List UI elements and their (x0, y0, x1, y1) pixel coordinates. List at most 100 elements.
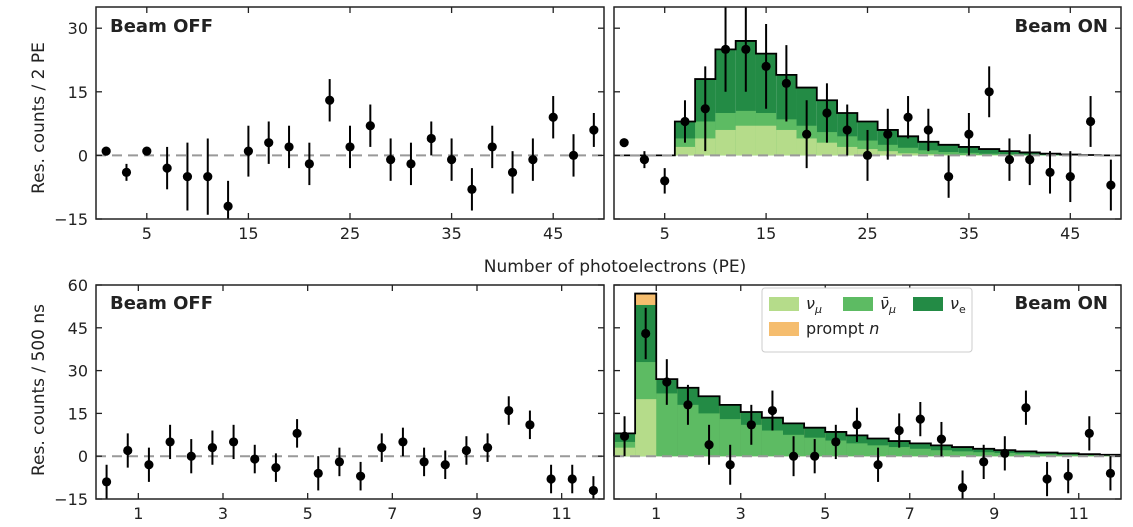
stack-bar-numubar (918, 150, 939, 156)
panel-pe-beam-on: 5 15 25 35 45 (613, 6, 1122, 243)
data-point (619, 431, 630, 441)
y-tick-label: 30 (68, 362, 88, 381)
data-point (313, 468, 323, 478)
data-point (203, 172, 213, 182)
stack-bar-numubar (846, 443, 868, 457)
data-point (123, 445, 133, 456)
data-point (873, 460, 883, 470)
stack-bar-numubar (897, 147, 919, 156)
x-tick-label: 9 (989, 504, 999, 523)
data-point (741, 44, 751, 55)
data-point (284, 142, 294, 152)
x-tick-label: 11 (1069, 504, 1089, 523)
y-tick-label: 60 (68, 276, 88, 295)
data-point (1004, 155, 1015, 165)
stack-bar-numu (816, 142, 838, 156)
data-point (487, 142, 497, 152)
data-point (142, 146, 152, 156)
axes-frame (95, 284, 605, 500)
stack-bar-numubar (1078, 455, 1100, 457)
data-point (440, 460, 450, 470)
data-point (250, 454, 260, 464)
data-point (386, 155, 396, 165)
x-tick-label: 9 (472, 504, 482, 523)
data-point (1000, 448, 1010, 458)
data-point (984, 87, 994, 97)
data-point (680, 116, 690, 127)
y-tick-label: 0 (78, 146, 88, 165)
stack-bar-numu (776, 129, 797, 156)
data-point (528, 155, 538, 165)
data-point (406, 159, 416, 169)
data-point (1045, 167, 1055, 177)
data-point (568, 150, 579, 160)
stack-bar-numubar (656, 393, 678, 457)
data-point (641, 328, 651, 339)
x-axis-label-top: Number of photoelectrons (PE) (484, 257, 746, 277)
x-tick-label: 15 (756, 224, 776, 243)
data-point (546, 474, 556, 484)
data-point (377, 443, 387, 453)
data-point (1065, 172, 1075, 182)
data-point (182, 172, 193, 182)
data-point (325, 95, 335, 105)
data-point (426, 133, 436, 144)
data-point (355, 471, 366, 481)
stack-bar-numu (897, 153, 919, 156)
data-point (1085, 116, 1096, 127)
data-point (101, 477, 112, 487)
x-tick-label: 7 (905, 504, 915, 523)
stack-bar-numubar (719, 419, 741, 457)
legend-swatch-numubar (843, 297, 873, 311)
legend-swatch-prompt (769, 322, 799, 336)
x-tick-label: 5 (660, 224, 670, 243)
data-point (525, 420, 535, 430)
data-point (957, 482, 968, 493)
legend-label-numu: νμ (806, 294, 822, 316)
data-point (271, 463, 281, 473)
y-tick-label: −15 (54, 210, 88, 229)
data-point (923, 125, 933, 135)
data-point (725, 460, 735, 470)
data-point (144, 460, 154, 470)
data-point (467, 184, 477, 194)
legend-label-prompt: prompt n (806, 319, 879, 338)
data-point (447, 155, 457, 165)
data-point (781, 78, 791, 88)
x-tick-label: 11 (551, 504, 571, 523)
data-point (1025, 155, 1035, 165)
stack-bar-numubar (938, 152, 959, 156)
x-tick-label: 1 (133, 504, 143, 523)
x-tick-label: 5 (142, 224, 152, 243)
data-point (883, 129, 893, 139)
data-point (862, 150, 873, 160)
data-point (915, 414, 925, 424)
panel-pe-beam-off: 5 15 25 35 45 −15 0 15 30 (54, 6, 605, 243)
data-point (704, 440, 714, 450)
data-point (482, 443, 493, 453)
data-point (334, 457, 345, 467)
data-point (852, 420, 862, 430)
data-point (700, 104, 710, 114)
data-point (504, 405, 514, 416)
data-point (662, 377, 672, 387)
data-point (979, 457, 989, 467)
data-point (365, 121, 375, 131)
x-tick-label: 45 (543, 224, 563, 243)
x-tick-label: 5 (303, 504, 313, 523)
stack-bar-nue (938, 144, 959, 156)
data-point (223, 201, 233, 211)
data-point (761, 61, 771, 71)
panel-time-beam-off: 1 3 5 7 9 11 −15 0 15 30 45 60 (54, 276, 605, 523)
panel-title-pe-on: Beam ON (1015, 16, 1108, 37)
y-tick-label: 0 (78, 447, 88, 466)
stack-bar-nue (979, 149, 1000, 156)
x-tick-label: 1 (651, 504, 661, 523)
legend-label-nue: νe (950, 294, 966, 316)
data-point (588, 485, 599, 496)
data-point (903, 112, 913, 122)
stack-bar-numubar (909, 448, 931, 457)
data-point (1042, 474, 1052, 484)
data-point (292, 428, 302, 438)
data-point (398, 437, 408, 447)
